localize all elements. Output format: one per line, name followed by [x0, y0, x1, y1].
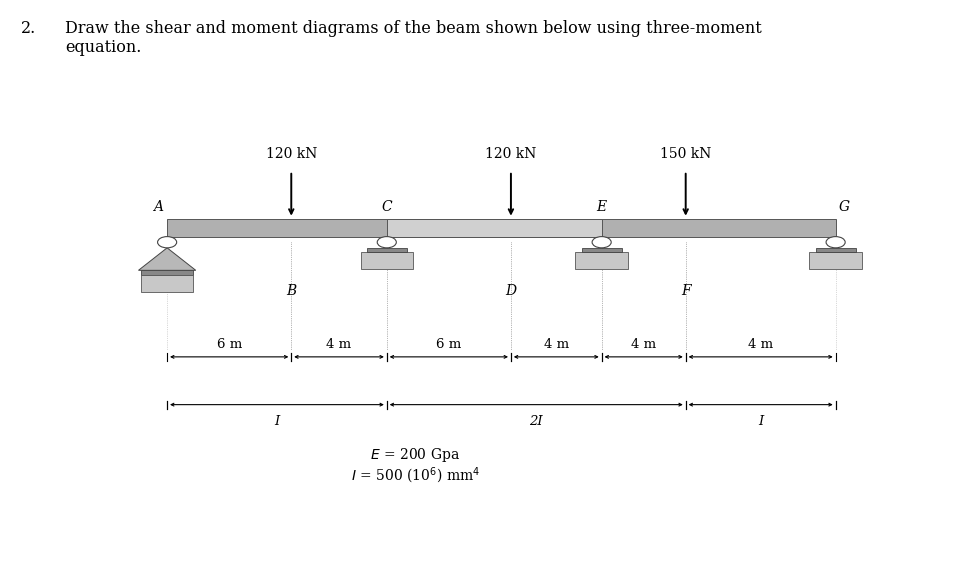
- Text: 120 kN: 120 kN: [265, 147, 317, 161]
- Bar: [810, 252, 862, 269]
- Text: I: I: [274, 415, 280, 428]
- Bar: [387, 219, 602, 237]
- Text: 6 m: 6 m: [217, 338, 242, 351]
- Text: 4 m: 4 m: [748, 338, 774, 351]
- Circle shape: [592, 237, 611, 248]
- Text: Draw the shear and moment diagrams of the beam shown below using three-moment
eq: Draw the shear and moment diagrams of th…: [65, 20, 762, 56]
- Text: 2I: 2I: [529, 415, 543, 428]
- Text: 4 m: 4 m: [327, 338, 351, 351]
- Text: I: I: [758, 415, 763, 428]
- Text: 120 kN: 120 kN: [485, 147, 537, 161]
- Bar: [167, 219, 836, 237]
- Text: F: F: [681, 284, 690, 298]
- Polygon shape: [138, 248, 196, 270]
- Bar: [576, 252, 628, 269]
- Text: G: G: [838, 200, 850, 214]
- Text: 2.: 2.: [21, 20, 36, 37]
- Bar: [582, 248, 622, 252]
- Text: D: D: [505, 284, 517, 298]
- Bar: [141, 275, 193, 292]
- Bar: [816, 248, 856, 252]
- Text: 6 m: 6 m: [436, 338, 461, 351]
- Text: 4 m: 4 m: [631, 338, 656, 351]
- Text: $E$ = 200 Gpa: $E$ = 200 Gpa: [371, 446, 460, 464]
- Circle shape: [826, 237, 845, 248]
- Text: $I$ = 500 (10$^{6}$) mm$^{4}$: $I$ = 500 (10$^{6}$) mm$^{4}$: [350, 466, 480, 486]
- Bar: [141, 270, 193, 275]
- Text: E: E: [597, 200, 606, 214]
- Text: A: A: [153, 200, 162, 214]
- Circle shape: [158, 237, 177, 248]
- Text: 4 m: 4 m: [543, 338, 569, 351]
- Bar: [361, 252, 413, 269]
- Text: C: C: [381, 200, 393, 214]
- Text: 150 kN: 150 kN: [660, 147, 711, 161]
- Text: B: B: [286, 284, 296, 298]
- Bar: [367, 248, 407, 252]
- Circle shape: [377, 237, 396, 248]
